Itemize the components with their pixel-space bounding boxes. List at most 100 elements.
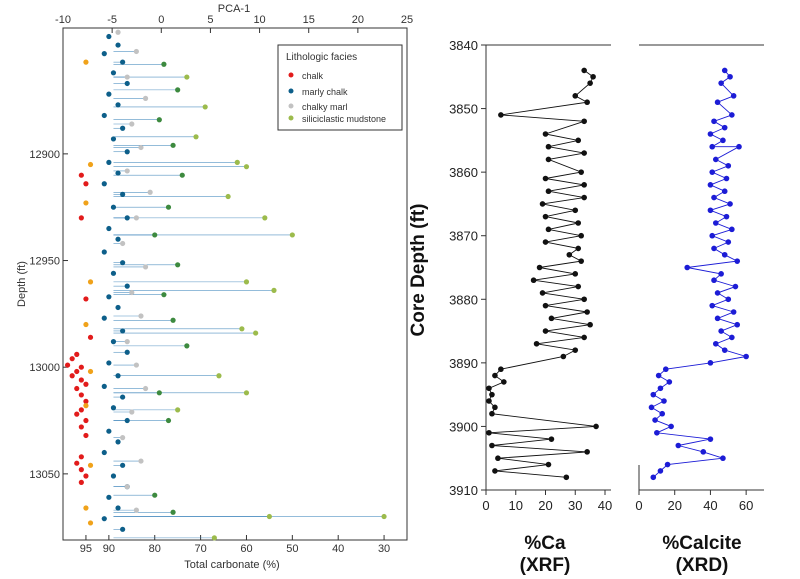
facies-point xyxy=(74,460,80,466)
facies-point xyxy=(78,215,84,221)
calcite-point xyxy=(721,124,728,131)
facies-point xyxy=(124,215,130,221)
facies-point xyxy=(124,349,130,355)
facies-point xyxy=(234,159,240,165)
legend: Lithologic facies chalk marly chalk chal… xyxy=(277,44,403,131)
legend-title: Lithologic facies xyxy=(286,52,357,63)
facies-point xyxy=(120,125,126,131)
facies-point xyxy=(124,283,130,289)
calcite-point xyxy=(718,271,724,277)
facies-point xyxy=(101,181,107,187)
ca-tick-label: 0 xyxy=(482,498,489,513)
facies-point xyxy=(101,112,107,119)
depth-tick-label: 3880 xyxy=(449,292,478,307)
facies-point xyxy=(170,317,176,323)
facies-point xyxy=(142,385,149,392)
depth-tick-label: 3910 xyxy=(449,483,478,498)
ca-point xyxy=(489,391,495,398)
calcite-point xyxy=(700,449,707,455)
calcite-point xyxy=(725,162,732,169)
facies-point xyxy=(115,236,121,242)
facies-point xyxy=(243,279,250,285)
facies-point xyxy=(83,321,89,328)
ca-point xyxy=(530,277,537,284)
ca-tick-label: 10 xyxy=(509,498,523,513)
calcite-point xyxy=(648,404,655,411)
calcite-point xyxy=(654,429,660,436)
ca-point xyxy=(572,93,579,99)
depth-tick-label: 3850 xyxy=(449,102,478,117)
calcite-point xyxy=(734,321,741,328)
facies-point xyxy=(78,479,84,485)
calcite-point xyxy=(675,442,682,449)
calcite-point xyxy=(723,213,730,220)
calcite-point xyxy=(727,73,733,80)
ca-tick-label: 40 xyxy=(598,498,612,513)
facies-point xyxy=(161,292,167,298)
calcite-xrd-chart: 0 20 40 60 %Calcite (XRD) xyxy=(635,44,764,576)
facies-point xyxy=(101,383,107,389)
calcite-point xyxy=(732,283,739,290)
facies-point xyxy=(87,334,94,340)
ca-xrf-chart: 3840 3850 3860 3870 3880 3890 3900 3910 0 10 20 30… xyxy=(408,38,612,576)
ca-point xyxy=(575,283,582,290)
calcite-point xyxy=(729,334,735,341)
facies-point xyxy=(106,494,112,500)
x-axis-label: Total carbonate (%) xyxy=(184,559,279,571)
facies-point xyxy=(138,313,144,319)
calcite-point xyxy=(743,353,749,360)
calcite-point xyxy=(661,398,667,404)
x-tick-label: 80 xyxy=(149,543,161,555)
x-tick-label: 40 xyxy=(332,543,344,555)
facies-point xyxy=(83,398,89,404)
facies-point xyxy=(78,392,84,398)
facies-point xyxy=(142,95,149,101)
y-axis-label: Depth (ft) xyxy=(16,261,28,307)
facies-point xyxy=(120,394,126,400)
ca-point xyxy=(539,201,546,207)
ca-point xyxy=(587,321,593,328)
ca-point xyxy=(566,251,573,258)
facies-point xyxy=(74,351,80,357)
calcite-tick-label: 60 xyxy=(739,498,753,513)
ca-point xyxy=(545,156,552,163)
facies-point xyxy=(101,516,107,522)
calcite-point xyxy=(711,194,717,201)
x-tick-label: 30 xyxy=(378,543,390,555)
facies-point xyxy=(253,330,259,336)
facies-point xyxy=(69,356,75,362)
facies-point xyxy=(184,343,190,349)
ca-point xyxy=(492,372,498,379)
legend-mudstone-swatch xyxy=(288,115,294,121)
ca-point xyxy=(486,429,492,436)
ca-point xyxy=(492,404,498,411)
ca-point xyxy=(578,232,584,239)
facies-point xyxy=(147,189,153,195)
top-tick-label: -10 xyxy=(55,14,71,26)
ca-point xyxy=(584,449,590,455)
ca-point xyxy=(578,169,584,175)
calcite-point xyxy=(707,360,714,366)
ca-tick-label: 30 xyxy=(568,498,582,513)
facies-point xyxy=(179,172,185,178)
facies-point xyxy=(110,405,117,411)
y-tick-label: 12900 xyxy=(29,149,60,161)
calcite-point xyxy=(720,137,726,144)
calcite-point xyxy=(720,455,726,462)
ca-point xyxy=(492,468,498,474)
facies-point xyxy=(83,200,89,206)
facies-point xyxy=(83,296,89,302)
facies-point xyxy=(78,377,84,383)
top-tick-label: 15 xyxy=(303,14,315,26)
calcite-point xyxy=(723,175,730,182)
facies-point xyxy=(193,134,199,140)
top-tick-label: 20 xyxy=(352,14,364,26)
calcite-points xyxy=(648,67,749,481)
calcite-point xyxy=(721,67,728,74)
calcite-point xyxy=(712,220,719,226)
calcite-point xyxy=(652,417,658,423)
facies-point xyxy=(110,270,117,276)
facies-point xyxy=(110,473,117,479)
facies-point xyxy=(133,507,139,513)
ca-point xyxy=(501,379,507,385)
